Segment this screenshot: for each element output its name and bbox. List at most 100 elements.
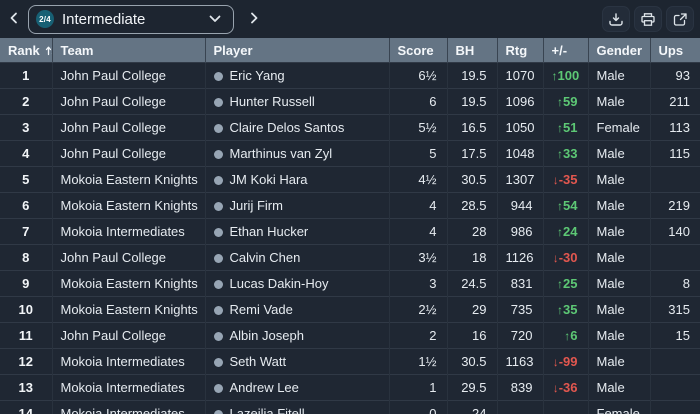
score-cell: 0 bbox=[389, 400, 448, 414]
gender-cell: Male bbox=[588, 374, 651, 401]
rank-cell: 9 bbox=[0, 270, 53, 297]
player-cell: Ethan Hucker bbox=[205, 218, 390, 245]
table-row[interactable]: 11 John Paul College Albin Joseph 2 16 7… bbox=[0, 322, 700, 349]
ups-cell bbox=[650, 374, 700, 401]
column-header-player[interactable]: Player bbox=[205, 38, 390, 63]
player-dot-icon bbox=[213, 72, 223, 81]
delta-arrow-icon: ↑ bbox=[551, 69, 558, 83]
ups-cell bbox=[650, 348, 700, 375]
table-row[interactable]: 14 Mokoia Intermediates Lazeilia Fitell … bbox=[0, 400, 700, 414]
rtg-cell: 986 bbox=[497, 218, 544, 245]
player-name: Seth Watt bbox=[229, 354, 287, 369]
rank-cell: 11 bbox=[0, 322, 53, 349]
team-cell: Mokoia Eastern Knights bbox=[52, 296, 206, 323]
team-cell: John Paul College bbox=[52, 114, 206, 141]
score-cell: 5½ bbox=[389, 114, 448, 141]
player-name: Marthinus van Zyl bbox=[229, 146, 333, 161]
delta-value: 33 bbox=[563, 146, 578, 161]
table-row[interactable]: 8 John Paul College Calvin Chen 3½ 18 11… bbox=[0, 244, 700, 271]
score-cell: 6½ bbox=[389, 62, 448, 89]
rtg-cell: 1163 bbox=[497, 348, 544, 375]
share-button[interactable] bbox=[666, 6, 694, 32]
column-header-bh[interactable]: BH bbox=[447, 38, 498, 63]
ups-cell: 315 bbox=[650, 296, 700, 323]
player-cell: Seth Watt bbox=[205, 348, 390, 375]
score-cell: 3½ bbox=[389, 244, 448, 271]
delta-cell: ↓-99 bbox=[543, 348, 589, 375]
column-header-score[interactable]: Score bbox=[389, 38, 448, 63]
table-row[interactable]: 9 Mokoia Eastern Knights Lucas Dakin-Hoy… bbox=[0, 270, 700, 297]
column-header-rtg[interactable]: Rtg bbox=[497, 38, 544, 63]
rtg-cell: 1070 bbox=[497, 62, 544, 89]
table-row[interactable]: 3 John Paul College Claire Delos Santos … bbox=[0, 114, 700, 141]
gender-cell: Male bbox=[588, 244, 651, 271]
score-cell: 3 bbox=[389, 270, 448, 297]
ups-cell bbox=[650, 244, 700, 271]
delta-cell bbox=[543, 400, 589, 414]
header-row: Rank Team Player Score BH Rtg +/- Gender… bbox=[0, 38, 700, 63]
score-cell: 4 bbox=[389, 218, 448, 245]
column-header-team[interactable]: Team bbox=[52, 38, 206, 63]
column-header-gender[interactable]: Gender bbox=[588, 38, 651, 63]
column-header-ups[interactable]: Ups bbox=[650, 38, 700, 63]
delta-cell: ↑33 bbox=[543, 140, 589, 167]
table-row[interactable]: 6 Mokoia Eastern Knights Jurij Firm 4 28… bbox=[0, 192, 700, 219]
delta-cell: ↑35 bbox=[543, 296, 589, 323]
player-name: Remi Vade bbox=[229, 302, 293, 317]
table-row[interactable]: 2 John Paul College Hunter Russell 6 19.… bbox=[0, 88, 700, 115]
topbar: 2/4 Intermediate bbox=[0, 0, 700, 38]
ups-cell bbox=[650, 166, 700, 193]
share-icon bbox=[672, 12, 688, 27]
round-selector-dropdown[interactable]: 2/4 Intermediate bbox=[28, 4, 234, 34]
table-row[interactable]: 10 Mokoia Eastern Knights Remi Vade 2½ 2… bbox=[0, 296, 700, 323]
delta-cell: ↑25 bbox=[543, 270, 589, 297]
column-header-rank[interactable]: Rank bbox=[0, 38, 53, 63]
team-cell: Mokoia Eastern Knights bbox=[52, 166, 206, 193]
download-button[interactable] bbox=[602, 6, 630, 32]
player-dot-icon bbox=[213, 228, 223, 237]
table-row[interactable]: 13 Mokoia Intermediates Andrew Lee 1 29.… bbox=[0, 374, 700, 401]
player-name: Lucas Dakin-Hoy bbox=[229, 276, 329, 291]
table-row[interactable]: 7 Mokoia Intermediates Ethan Hucker 4 28… bbox=[0, 218, 700, 245]
gender-cell: Male bbox=[588, 296, 651, 323]
score-cell: 4 bbox=[389, 192, 448, 219]
table-row[interactable]: 4 John Paul College Marthinus van Zyl 5 … bbox=[0, 140, 700, 167]
delta-value: 24 bbox=[563, 224, 578, 239]
bh-cell: 28 bbox=[447, 218, 498, 245]
gender-cell: Male bbox=[588, 62, 651, 89]
rtg-cell: 1048 bbox=[497, 140, 544, 167]
table-row[interactable]: 1 John Paul College Eric Yang 6½ 19.5 10… bbox=[0, 62, 700, 89]
round-badge: 2/4 bbox=[36, 10, 54, 28]
bh-cell: 16.5 bbox=[447, 114, 498, 141]
player-dot-icon bbox=[213, 202, 223, 211]
rtg-cell: 1050 bbox=[497, 114, 544, 141]
table-row[interactable]: 5 Mokoia Eastern Knights JM Koki Hara 4½… bbox=[0, 166, 700, 193]
delta-value: 25 bbox=[563, 276, 578, 291]
rtg-cell: 720 bbox=[497, 322, 544, 349]
delta-cell: ↑6 bbox=[543, 322, 589, 349]
next-round-button[interactable] bbox=[242, 5, 266, 33]
delta-cell: ↑54 bbox=[543, 192, 589, 219]
rank-cell: 6 bbox=[0, 192, 53, 219]
table-row[interactable]: 12 Mokoia Intermediates Seth Watt 1½ 30.… bbox=[0, 348, 700, 375]
bh-cell: 24.5 bbox=[447, 270, 498, 297]
gender-cell: Male bbox=[588, 348, 651, 375]
print-button[interactable] bbox=[634, 6, 662, 32]
prev-round-button[interactable] bbox=[2, 5, 26, 33]
delta-cell: ↑51 bbox=[543, 114, 589, 141]
score-cell: 2 bbox=[389, 322, 448, 349]
delta-arrow-icon: ↓ bbox=[552, 251, 559, 265]
delta-arrow-icon: ↑ bbox=[557, 303, 564, 317]
delta-value: 59 bbox=[563, 94, 578, 109]
chevron-left-icon bbox=[9, 12, 19, 27]
bh-cell: 29.5 bbox=[447, 374, 498, 401]
gender-cell: Male bbox=[588, 166, 651, 193]
gender-cell: Male bbox=[588, 322, 651, 349]
player-cell: Andrew Lee bbox=[205, 374, 390, 401]
player-dot-icon bbox=[213, 280, 223, 289]
column-header-delta[interactable]: +/- bbox=[543, 38, 589, 63]
ups-cell: 93 bbox=[650, 62, 700, 89]
delta-cell: ↓-36 bbox=[543, 374, 589, 401]
gender-cell: Female bbox=[588, 114, 651, 141]
